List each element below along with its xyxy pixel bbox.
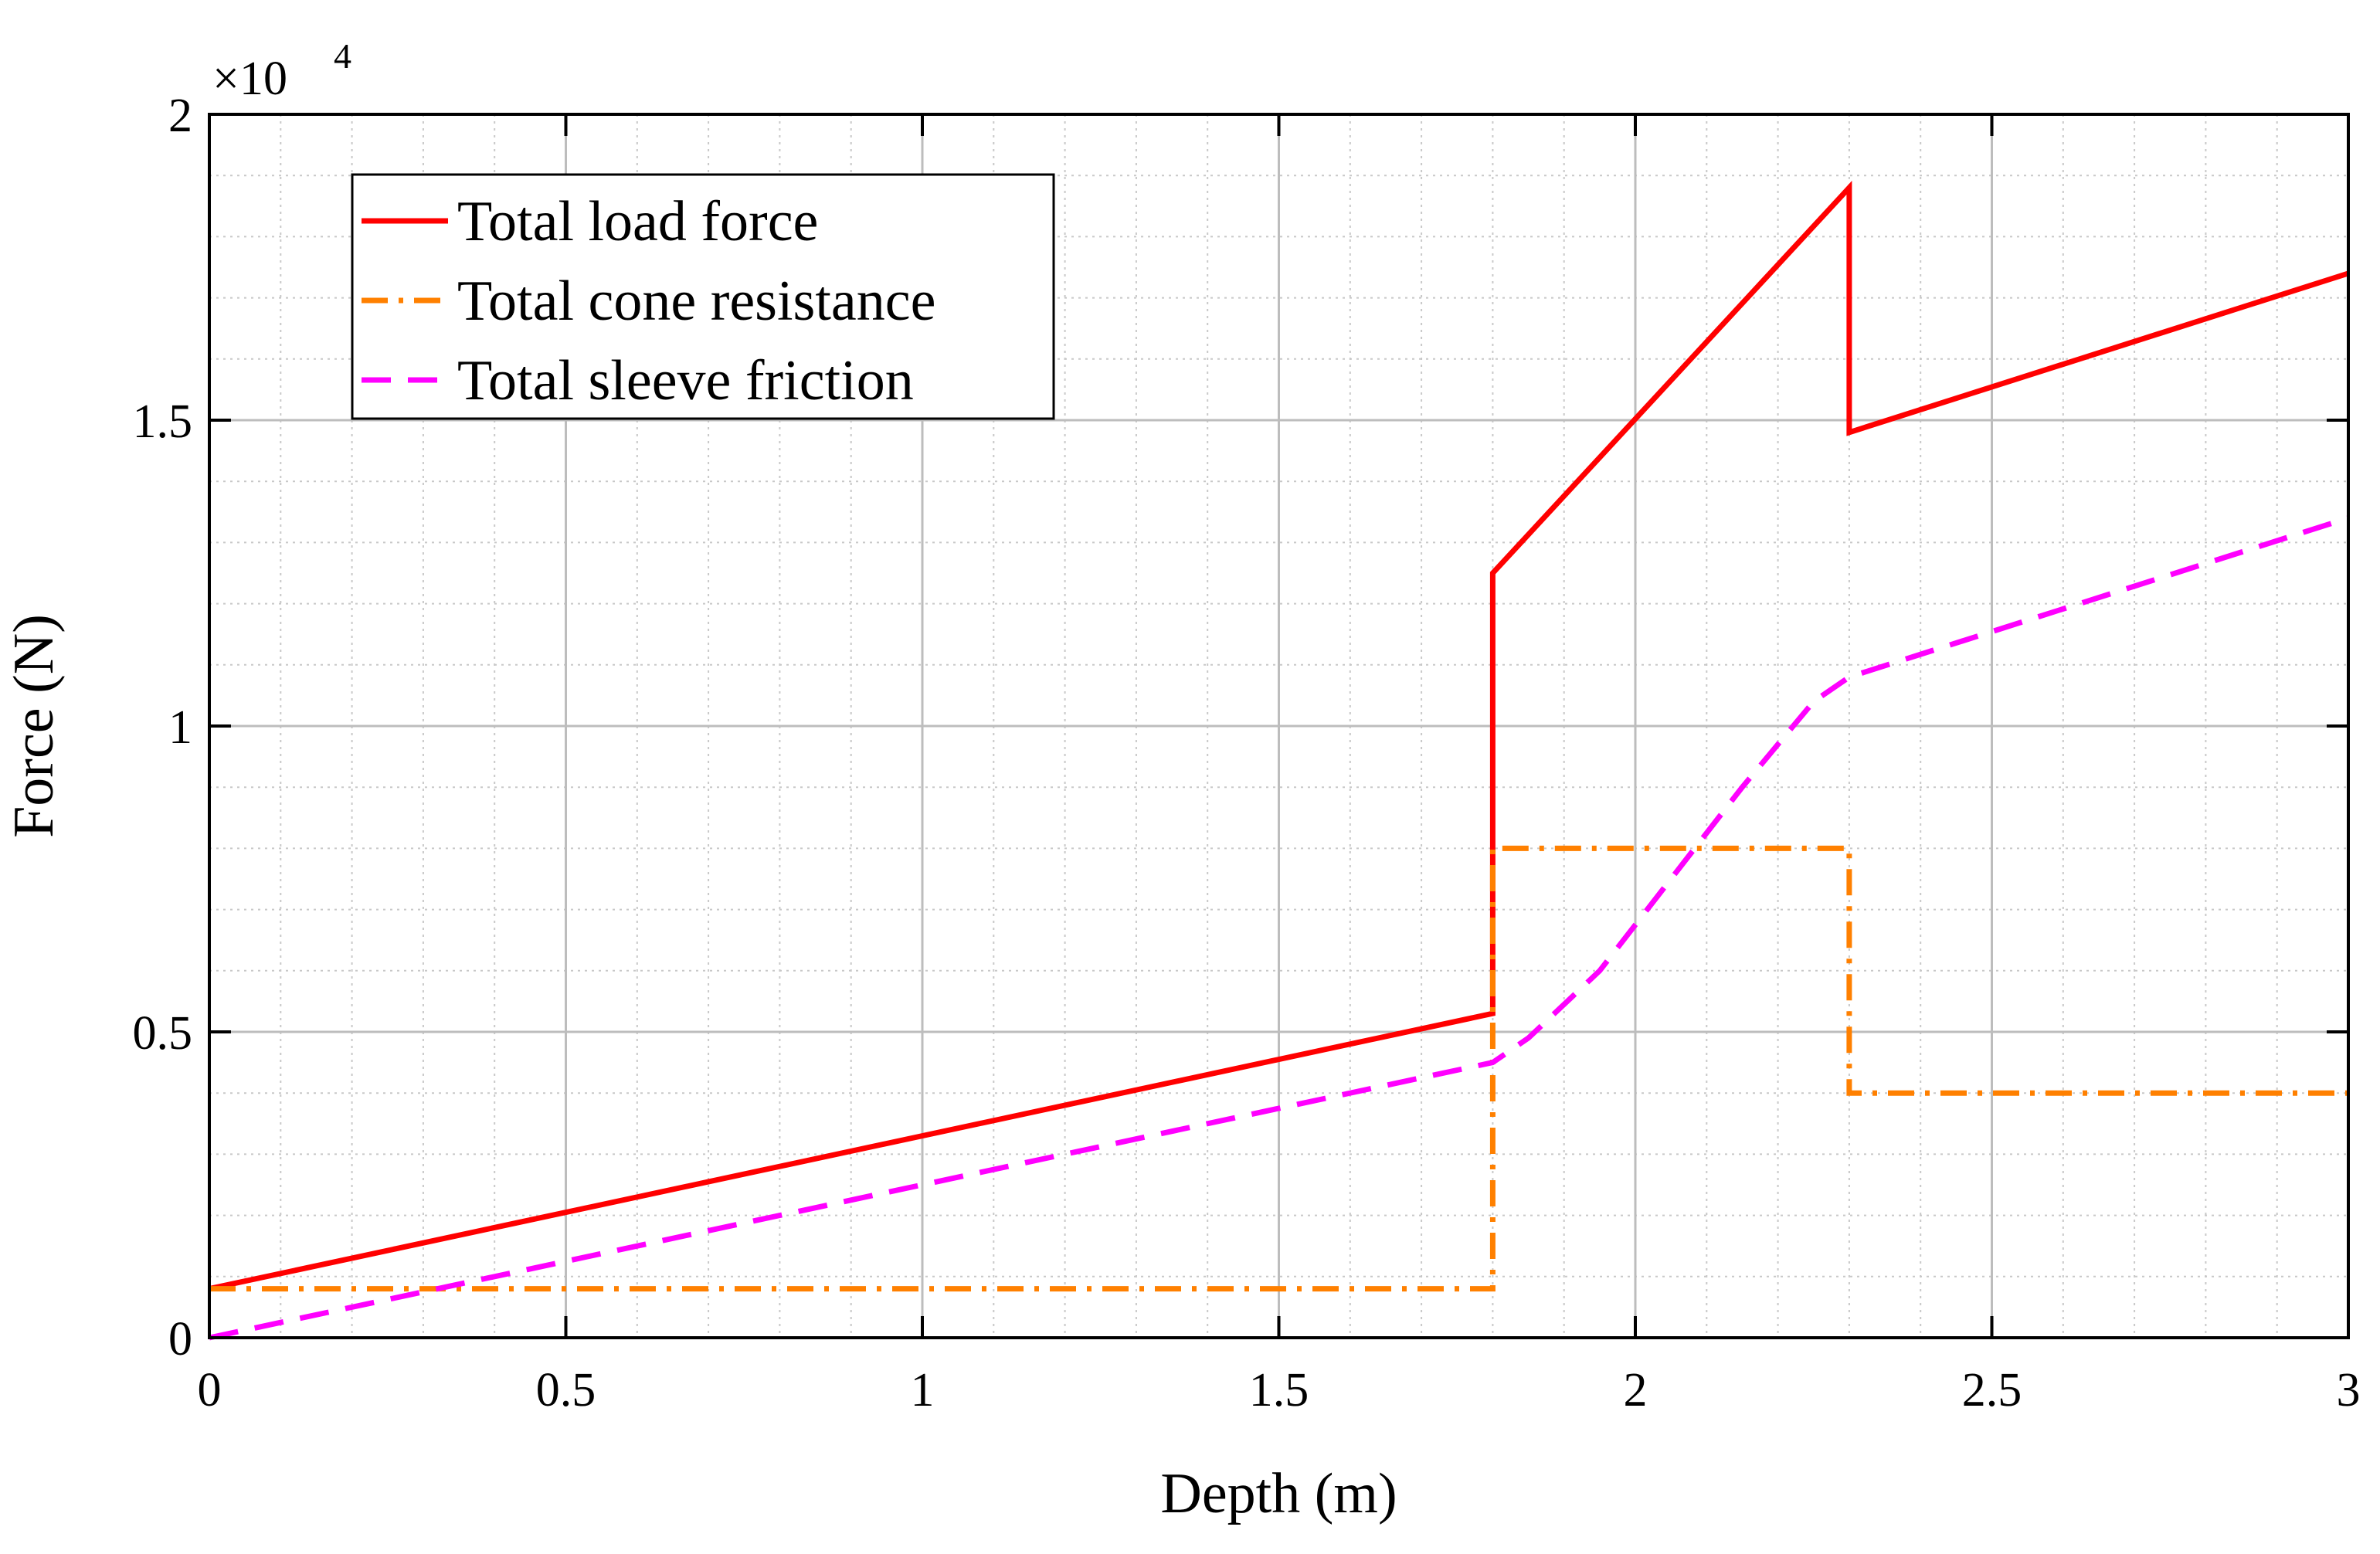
y-tick-label: 0 xyxy=(168,1313,192,1366)
legend-box xyxy=(351,173,1055,420)
y-tick-label: 2 xyxy=(168,90,192,142)
y-exponent-power: 4 xyxy=(334,36,351,76)
y-tick-label: 1 xyxy=(168,701,192,754)
x-tick-label: 1.5 xyxy=(1249,1364,1309,1417)
legend-label-2: Total cone resistance xyxy=(457,270,935,333)
series-line-2 xyxy=(209,845,2348,1292)
y-tick-label: 1.5 xyxy=(133,395,193,448)
series-lines xyxy=(209,181,2350,1341)
x-tick-label: 0.5 xyxy=(536,1364,596,1417)
legend: Total load force Total cone resistance Tot… xyxy=(351,173,1055,420)
y-exponent-prefix: ×10 xyxy=(212,53,287,105)
x-axis-label: Depth (m) xyxy=(1160,1462,1397,1525)
x-tick-label: 2.5 xyxy=(1962,1364,2022,1417)
axis-ticks xyxy=(208,113,2350,1339)
y-axis-label: Force (N) xyxy=(2,614,66,838)
x-tick-label: 2 xyxy=(1624,1364,1648,1417)
y-tick-label: 0.5 xyxy=(133,1007,193,1060)
series-line-1 xyxy=(209,181,2350,1292)
series-line-3 xyxy=(209,515,2350,1341)
legend-label-1: Total load force xyxy=(457,190,818,253)
x-tick-label: 0 xyxy=(198,1364,222,1417)
tick-labels: 0 0.5 1 1.5 2 2.5 3 0 0.5 1 1.5 2 xyxy=(133,90,2361,1417)
x-tick-label: 3 xyxy=(2337,1364,2361,1417)
legend-label-3: Total sleeve friction xyxy=(457,349,914,412)
x-tick-label: 1 xyxy=(911,1364,935,1417)
